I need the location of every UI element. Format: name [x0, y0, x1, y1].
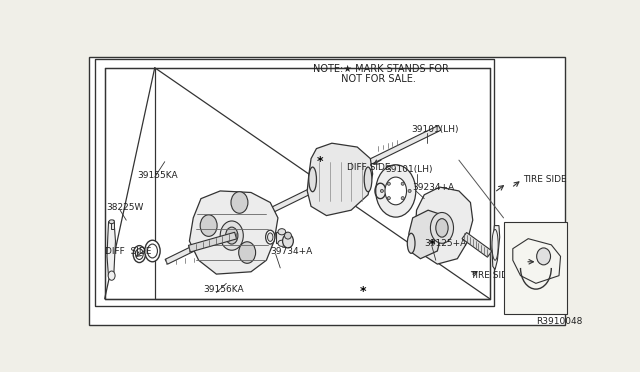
- Text: DIFF  SIDE: DIFF SIDE: [105, 247, 151, 256]
- Ellipse shape: [285, 232, 291, 239]
- Ellipse shape: [387, 196, 390, 200]
- Ellipse shape: [231, 192, 248, 213]
- Ellipse shape: [268, 233, 273, 241]
- Text: R3910048: R3910048: [536, 317, 582, 326]
- Text: DIFF SIDE: DIFF SIDE: [348, 163, 391, 172]
- Ellipse shape: [385, 177, 406, 205]
- Ellipse shape: [283, 234, 293, 248]
- Ellipse shape: [108, 271, 115, 280]
- Text: NOTE:★ MARK STANDS FOR: NOTE:★ MARK STANDS FOR: [312, 64, 449, 74]
- Ellipse shape: [431, 212, 454, 243]
- Polygon shape: [513, 239, 561, 283]
- Text: 39101(LH): 39101(LH): [386, 165, 433, 174]
- Ellipse shape: [401, 182, 404, 185]
- Ellipse shape: [407, 233, 415, 253]
- Polygon shape: [462, 232, 492, 257]
- Ellipse shape: [200, 215, 217, 236]
- Polygon shape: [492, 225, 500, 269]
- Text: TIRE SIDE: TIRE SIDE: [470, 271, 514, 280]
- Ellipse shape: [145, 240, 160, 262]
- Text: *: *: [429, 238, 435, 251]
- Polygon shape: [189, 191, 278, 274]
- Text: *: *: [317, 155, 324, 168]
- Ellipse shape: [492, 230, 498, 260]
- Text: 39101(LH): 39101(LH): [411, 125, 459, 134]
- Text: 39155KA: 39155KA: [137, 171, 178, 180]
- Ellipse shape: [376, 165, 416, 217]
- Polygon shape: [545, 255, 563, 264]
- Text: *: *: [360, 285, 366, 298]
- Ellipse shape: [387, 182, 390, 185]
- Ellipse shape: [408, 189, 411, 192]
- Ellipse shape: [364, 167, 372, 192]
- Ellipse shape: [147, 244, 157, 258]
- Ellipse shape: [136, 249, 143, 260]
- Polygon shape: [215, 235, 227, 244]
- Text: 39234+A: 39234+A: [413, 183, 455, 192]
- Polygon shape: [107, 220, 115, 279]
- Polygon shape: [165, 125, 441, 264]
- Text: 39125+A: 39125+A: [424, 239, 467, 248]
- Ellipse shape: [537, 248, 550, 265]
- Polygon shape: [95, 58, 493, 307]
- Ellipse shape: [225, 227, 238, 244]
- Ellipse shape: [278, 240, 285, 246]
- Text: NOT FOR SALE.: NOT FOR SALE.: [312, 74, 415, 84]
- Polygon shape: [111, 222, 114, 230]
- Text: 39156KA: 39156KA: [204, 285, 244, 294]
- Polygon shape: [509, 257, 532, 264]
- Text: TIRE SIDE: TIRE SIDE: [523, 175, 566, 184]
- Ellipse shape: [380, 189, 383, 192]
- Ellipse shape: [278, 229, 285, 235]
- Polygon shape: [409, 210, 442, 259]
- Polygon shape: [188, 232, 237, 252]
- Ellipse shape: [266, 230, 275, 244]
- Polygon shape: [307, 143, 372, 216]
- Text: 39734+A: 39734+A: [270, 247, 312, 256]
- Ellipse shape: [109, 220, 115, 224]
- Ellipse shape: [133, 246, 145, 263]
- Polygon shape: [415, 187, 473, 264]
- Ellipse shape: [436, 219, 448, 237]
- Ellipse shape: [239, 242, 255, 263]
- Ellipse shape: [401, 196, 404, 200]
- Text: 38225W: 38225W: [106, 203, 143, 212]
- Polygon shape: [204, 241, 215, 250]
- Ellipse shape: [308, 167, 316, 192]
- Polygon shape: [276, 232, 288, 243]
- FancyBboxPatch shape: [504, 222, 566, 314]
- Ellipse shape: [220, 221, 243, 250]
- FancyBboxPatch shape: [90, 57, 565, 325]
